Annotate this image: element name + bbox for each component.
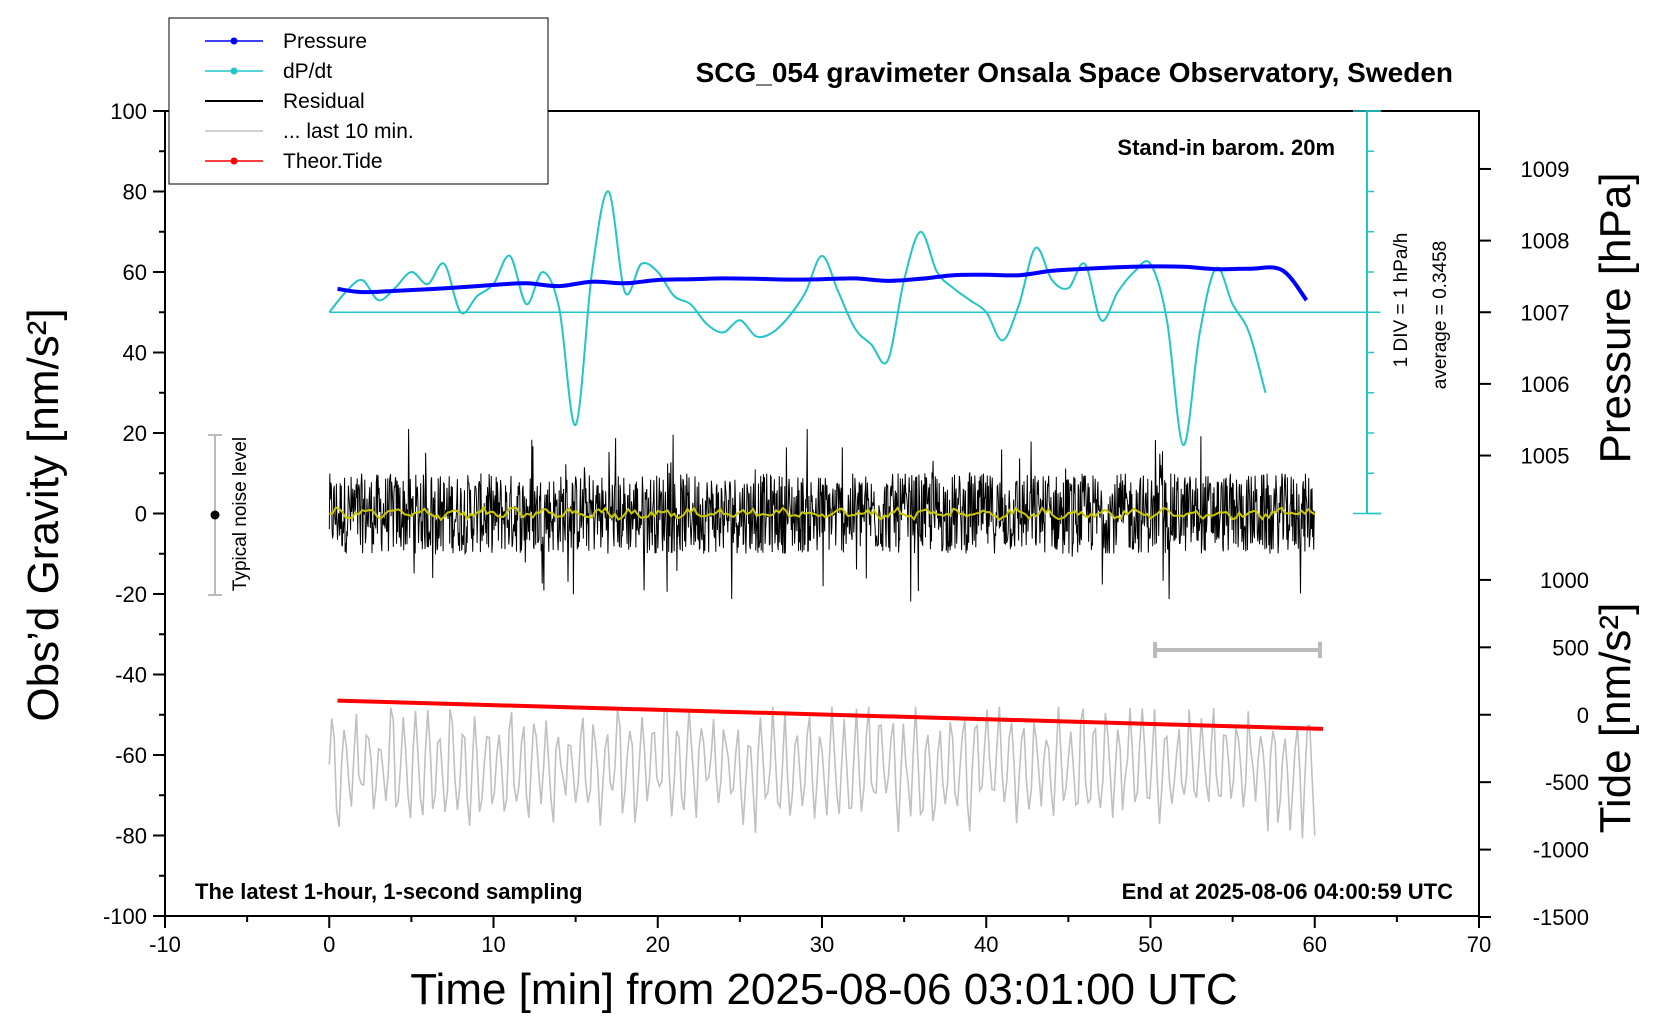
x-axis-ticks: -10 0 10 20 30 40 50 60 70 [149, 916, 1491, 957]
noise-level-indicator: Typical noise level [208, 434, 251, 596]
pressure-tick-label: 1008 [1521, 229, 1570, 254]
tide-tick-label: -1000 [1533, 838, 1589, 863]
theoretical-tide-line [337, 698, 1324, 731]
x-tick-label: 70 [1467, 932, 1491, 957]
noise-level-label: Typical noise level [230, 437, 251, 591]
y-tick-label: -60 [115, 743, 147, 768]
x-tick-label: 0 [323, 932, 335, 957]
pressure-tick-label: 1005 [1521, 444, 1570, 469]
series-layer [328, 190, 1381, 839]
y-tick-label: 20 [123, 421, 147, 446]
pressure-tick-label: 1009 [1521, 157, 1570, 182]
legend-swatch-marker [230, 67, 238, 75]
pressure-axis-title: Pressure [hPa] [1591, 172, 1640, 463]
y-tick-label: 0 [135, 502, 147, 527]
y-tick-label: 100 [110, 99, 147, 124]
barometer-note: Stand-in barom. 20m [1117, 135, 1335, 160]
pressure-axis-ticks: 1009 1008 1007 1006 1005 [1479, 157, 1569, 469]
dpdt-line [328, 190, 1267, 447]
legend-label: Residual [283, 90, 365, 113]
y-tick-label: -80 [115, 824, 147, 849]
average-label: average = 0.3458 [1430, 241, 1451, 389]
x-tick-label: 50 [1138, 932, 1162, 957]
end-time-note: End at 2025-08-06 04:00:59 UTC [1122, 879, 1453, 904]
legend-swatch-marker [230, 37, 238, 45]
x-tick-label: 60 [1303, 932, 1327, 957]
y-tick-label: 40 [123, 341, 147, 366]
y-tick-label: -100 [103, 904, 147, 929]
pressure-tick-label: 1007 [1521, 300, 1570, 325]
last-10min-line [328, 706, 1316, 839]
y-tick-label: -40 [115, 663, 147, 688]
tide-axis-title: Tide [nm/s²] [1591, 603, 1640, 834]
y-tick-label: 80 [123, 180, 147, 205]
pressure-line [337, 264, 1309, 302]
chart-title: SCG_054 gravimeter Onsala Space Observat… [696, 57, 1453, 88]
legend-label: ... last 10 min. [283, 120, 414, 143]
div-scale-label: 1 DIV = 1 hPa/h [1391, 233, 1412, 368]
x-tick-label: -10 [149, 932, 181, 957]
y-axis-title: Obs’d Gravity [nm/s²] [19, 308, 68, 721]
x-axis-title: Time [min] from 2025-08-06 03:01:00 UTC [410, 965, 1237, 1014]
legend-label: Theor.Tide [283, 150, 383, 173]
x-tick-label: 10 [481, 932, 505, 957]
residual-line [328, 428, 1316, 602]
tide-axis-ticks: 1000 500 0 -500 -1000 -1500 [1479, 568, 1589, 930]
pressure-tick-label: 1006 [1521, 372, 1570, 397]
tide-tick-label: -1500 [1533, 905, 1589, 930]
tide-tick-label: 500 [1552, 635, 1589, 660]
y-tick-label: -20 [115, 582, 147, 607]
y-tick-label: 60 [123, 260, 147, 285]
x-tick-label: 20 [646, 932, 670, 957]
tide-tick-label: -500 [1545, 770, 1589, 795]
legend-label: Pressure [283, 30, 367, 53]
x-tick-label: 30 [810, 932, 834, 957]
tide-tick-label: 1000 [1540, 568, 1589, 593]
noise-bar-dot [210, 510, 220, 520]
y-axis-ticks: 100 80 60 40 20 0 -20 -40 -60 -80 -100 [103, 99, 165, 929]
legend: Pressure dP/dt Residual ... last 10 min. The… [168, 17, 549, 185]
sampling-note: The latest 1-hour, 1-second sampling [195, 879, 583, 904]
legend-label: dP/dt [283, 60, 332, 83]
last-10min-span-marker [1153, 642, 1322, 658]
legend-swatch-marker [230, 157, 238, 165]
tide-tick-label: 0 [1577, 703, 1589, 728]
residual-smoothed-line [329, 505, 1316, 522]
x-tick-label: 40 [974, 932, 998, 957]
